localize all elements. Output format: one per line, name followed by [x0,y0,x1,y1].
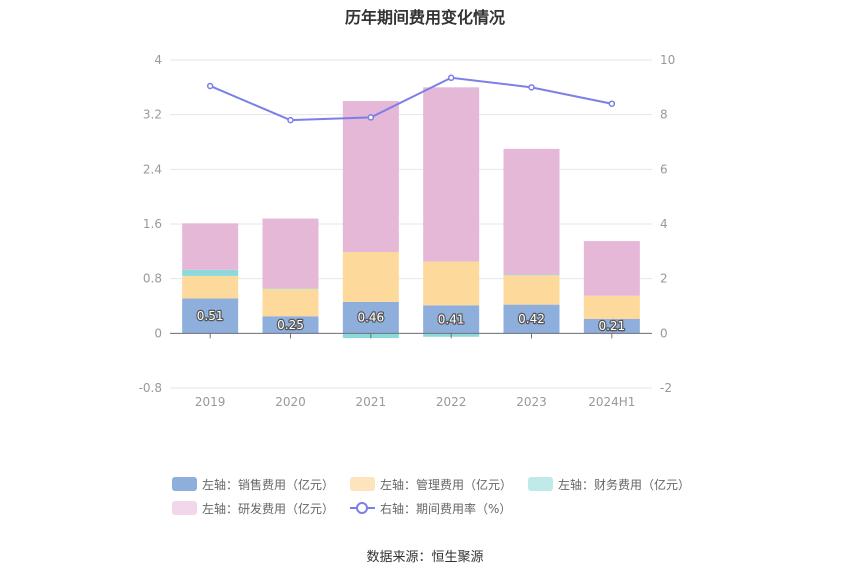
rate-point [447,74,455,82]
bar-data-label: 0.21 [598,319,625,333]
legend-label-rate: 右轴：期间费用率（%） [380,501,512,516]
bar-segment [583,318,640,334]
right-axis-tick-label: -2 [660,381,672,395]
legend-item-rnd[interactable]: 左轴：研发费用（亿元） [172,500,334,517]
bar-series [182,87,640,339]
bar-segment [423,87,480,262]
bar-segment [342,252,399,302]
axis-ticks: -0.8 0 0.8 1.6 2.4 3.2 4 -2 0 2 4 6 8 10 2019 2020 2021 2… [139,53,676,409]
right-axis-tick-label: 4 [660,217,668,231]
right-axis-tick-label: 6 [660,162,668,176]
left-axis-tick-label: 2.4 [143,162,162,176]
bar-data-label: 0.25 [277,318,304,332]
bar-segment [423,261,480,306]
legend-swatch-finance [528,477,554,491]
grid-lines [170,59,652,389]
legend-swatch-rnd [172,501,197,515]
bar-segment [423,305,480,334]
x-axis-tick-label: 2022 [436,395,467,409]
data-labels: 0.51 0.25 0.46 0.41 0.42 0.21 [196,308,627,335]
bar-segment [342,101,399,253]
right-axis-tick-label: 10 [660,53,675,67]
legend-row-1: 左轴：销售费用（亿元） 左轴：管理费用（亿元） 左轴：财务费用（亿元） [172,472,732,496]
source-note: 数据来源：恒生聚源 [366,550,484,565]
right-axis-tick-label: 0 [660,326,668,340]
rate-point [367,114,375,121]
rate-point [206,82,214,90]
left-axis-tick-label: 4 [154,53,162,67]
legend-item-finance[interactable]: 左轴：财务费用（亿元） [528,476,690,493]
rate-point [287,116,294,124]
right-axis-tick-label: 8 [660,108,668,122]
left-axis-tick-label: -0.8 [139,381,162,395]
bar-segment [182,275,239,299]
legend-line-marker-icon [350,501,376,515]
bar-segment [503,274,560,276]
left-axis-tick-label: 1.6 [143,217,162,231]
rate-line [209,76,613,122]
legend-item-sales[interactable]: 左轴：销售费用（亿元） [172,476,334,493]
legend-swatch-sales [172,477,197,491]
x-axis-tick-label: 2024H1 [588,395,635,409]
bar-segment [583,295,640,319]
bar-data-label: 0.41 [438,312,465,326]
legend: 左轴：销售费用（亿元） 左轴：管理费用（亿元） 左轴：财务费用（亿元） 左轴：研… [172,472,732,520]
legend-label-admin: 左轴：管理费用（亿元） [380,477,513,492]
bar-segment [182,223,239,270]
legend-item-rate[interactable]: 右轴：期间费用率（%） [350,500,511,517]
left-axis-tick-label: 0.8 [143,272,162,286]
legend-label-finance: 左轴：财务费用（亿元） [558,477,691,492]
rate-point [608,100,616,107]
legend-label-rnd: 左轴：研发费用（亿元） [202,501,335,516]
left-axis-tick-label: 3.2 [143,108,162,122]
bar-segment [262,316,319,334]
left-axis-tick-label: 0 [154,326,162,340]
bar-segment [342,301,399,334]
bar-data-label: 0.46 [357,311,384,325]
bar-segment [262,218,319,289]
bar-segment [503,304,560,334]
bar-data-label: 0.51 [197,309,224,323]
x-axis-tick-label: 2019 [195,395,226,409]
bar-segment [583,241,640,296]
legend-swatch-admin [350,477,376,491]
rate-point [528,84,535,91]
bar-segment [182,298,239,334]
x-axis-tick-label: 2020 [275,395,306,409]
rate-line-series [206,74,616,124]
x-axis-tick-label: 2021 [356,395,387,409]
bar-segment [182,269,239,276]
bar-segment [503,275,560,305]
right-axis-tick-label: 2 [660,272,668,286]
bar-segment [262,288,319,317]
legend-item-admin[interactable]: 左轴：管理费用（亿元） [350,476,512,493]
legend-label-sales: 左轴：销售费用（亿元） [202,477,335,492]
legend-row-2: 左轴：研发费用（亿元） 右轴：期间费用率（%） [172,496,732,520]
bar-data-label: 0.42 [518,312,545,326]
bar-segment [262,288,319,289]
bar-segment [503,148,560,275]
chart-title: 历年期间费用变化情况 [344,8,505,27]
x-axis-tick-label: 2023 [516,395,547,409]
